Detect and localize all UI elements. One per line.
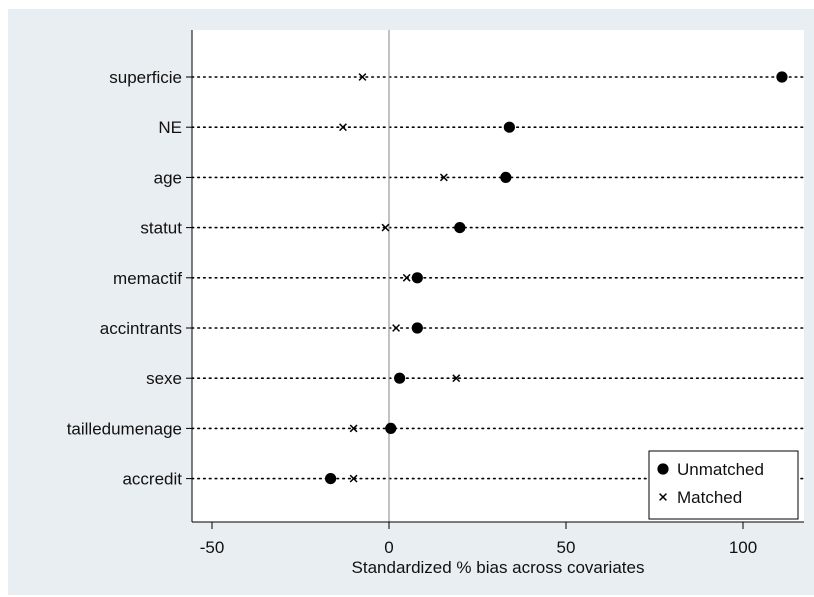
legend-marker-unmatched xyxy=(657,463,668,474)
x-tick-label: -50 xyxy=(200,538,225,557)
y-tick-label-tailledumenage: tailledumenage xyxy=(67,419,182,438)
x-tick-label: 50 xyxy=(557,538,576,557)
point-unmatched-accintrants xyxy=(412,322,423,333)
point-unmatched-statut xyxy=(454,222,465,233)
y-tick-label-memactif: memactif xyxy=(113,269,182,288)
plot-area xyxy=(192,30,804,522)
point-unmatched-NE xyxy=(504,122,515,133)
y-tick-label-sexe: sexe xyxy=(146,369,182,388)
y-tick-label-NE: NE xyxy=(158,118,182,137)
legend: Unmatched Matched xyxy=(649,451,798,519)
legend-label-unmatched: Unmatched xyxy=(677,460,764,479)
x-tick-label: 0 xyxy=(384,538,393,557)
point-unmatched-superficie xyxy=(776,71,787,82)
point-unmatched-sexe xyxy=(394,373,405,384)
y-tick-label-superficie: superficie xyxy=(109,68,182,87)
point-unmatched-tailledumenage xyxy=(385,423,396,434)
legend-label-matched: Matched xyxy=(677,488,742,507)
x-axis-title: Standardized % bias across covariates xyxy=(352,558,645,577)
point-unmatched-age xyxy=(500,172,511,183)
y-tick-label-accintrants: accintrants xyxy=(100,319,182,338)
x-tick-label: 100 xyxy=(729,538,757,557)
point-unmatched-memactif xyxy=(412,272,423,283)
y-tick-label-accredit: accredit xyxy=(122,470,182,489)
y-tick-label-statut: statut xyxy=(140,219,182,238)
y-tick-label-age: age xyxy=(154,168,182,187)
point-unmatched-accredit xyxy=(325,473,336,484)
